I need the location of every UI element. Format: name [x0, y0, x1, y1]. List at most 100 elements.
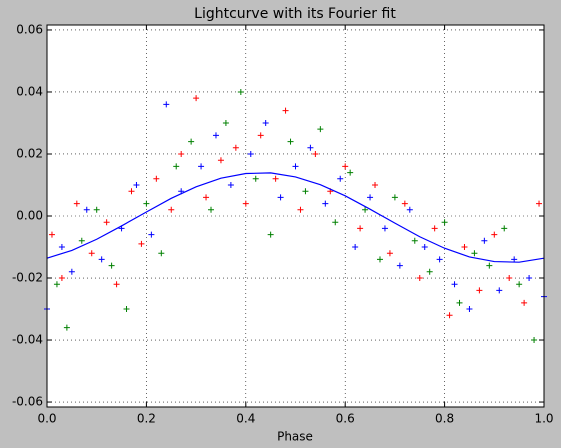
point: [496, 287, 503, 294]
point: [441, 219, 448, 226]
point: [511, 256, 518, 263]
point: [247, 150, 254, 157]
point: [277, 194, 284, 201]
point: [227, 181, 234, 188]
point: [232, 144, 239, 151]
y-tick-label: -0.06: [12, 395, 43, 409]
plot-frame: [46, 24, 545, 408]
point: [431, 225, 438, 232]
point: [252, 175, 259, 182]
point: [48, 231, 55, 238]
point: [108, 262, 115, 269]
point: [386, 250, 393, 257]
x-tick-label: 0.8: [435, 412, 454, 426]
x-axis-label: Phase: [277, 430, 313, 444]
point: [451, 281, 458, 288]
point: [342, 163, 349, 170]
point: [332, 219, 339, 226]
point: [53, 281, 60, 288]
point: [78, 237, 85, 244]
point: [73, 200, 80, 207]
chart-title: Lightcurve with its Fourier fit: [194, 6, 396, 22]
y-tick-label: 0.04: [16, 84, 43, 98]
point: [317, 126, 324, 133]
point: [98, 256, 105, 263]
y-tick-label: -0.04: [12, 333, 43, 347]
point: [357, 225, 364, 232]
point: [262, 119, 269, 126]
point: [242, 200, 249, 207]
point: [302, 188, 309, 195]
point: [446, 312, 453, 319]
point: [272, 175, 279, 182]
point: [158, 250, 165, 257]
point: [391, 194, 398, 201]
point: [68, 268, 75, 275]
point: [88, 250, 95, 257]
x-tick-label: 0.6: [336, 412, 355, 426]
point: [138, 240, 145, 247]
point: [536, 200, 543, 207]
x-tick-label: 0.4: [236, 412, 255, 426]
point: [421, 244, 428, 251]
point: [128, 188, 135, 195]
x-tick-label: 0.2: [137, 412, 156, 426]
point: [63, 324, 70, 331]
point: [282, 107, 289, 114]
point: [436, 256, 443, 263]
point: [486, 262, 493, 269]
point: [163, 101, 170, 108]
point: [188, 138, 195, 145]
point: [287, 138, 294, 145]
point: [178, 150, 185, 157]
point: [406, 206, 413, 213]
point: [292, 163, 299, 170]
point: [476, 287, 483, 294]
point: [461, 244, 468, 251]
point: [481, 237, 488, 244]
point: [123, 306, 130, 313]
point: [173, 163, 180, 170]
point: [103, 219, 110, 226]
point: [153, 175, 160, 182]
point: [381, 225, 388, 232]
point: [217, 157, 224, 164]
point: [222, 119, 229, 126]
point: [526, 275, 533, 282]
point: [471, 250, 478, 257]
point: [367, 194, 374, 201]
point: [456, 299, 463, 306]
point: [237, 88, 244, 95]
point: [516, 281, 523, 288]
point: [396, 262, 403, 269]
point: [362, 206, 369, 213]
point: [93, 206, 100, 213]
point: [143, 200, 150, 207]
point: [212, 132, 219, 139]
y-tick-label: -0.02: [12, 271, 43, 285]
point: [376, 256, 383, 263]
point: [83, 206, 90, 213]
fit-line: [46, 172, 545, 263]
point: [257, 132, 264, 139]
point: [521, 299, 528, 306]
y-tick-label: 0.00: [16, 209, 43, 223]
point: [113, 281, 120, 288]
point: [58, 275, 65, 282]
point: [506, 275, 513, 282]
x-tick-label: 1.0: [534, 412, 553, 426]
point: [148, 231, 155, 238]
point: [416, 275, 423, 282]
point: [168, 206, 175, 213]
point: [491, 231, 498, 238]
point: [401, 200, 408, 207]
x-tick-label: 0.0: [37, 412, 56, 426]
point: [133, 181, 140, 188]
point: [307, 144, 314, 151]
point: [411, 237, 418, 244]
point: [198, 163, 205, 170]
point: [466, 306, 473, 313]
point: [297, 206, 304, 213]
point: [193, 95, 200, 102]
